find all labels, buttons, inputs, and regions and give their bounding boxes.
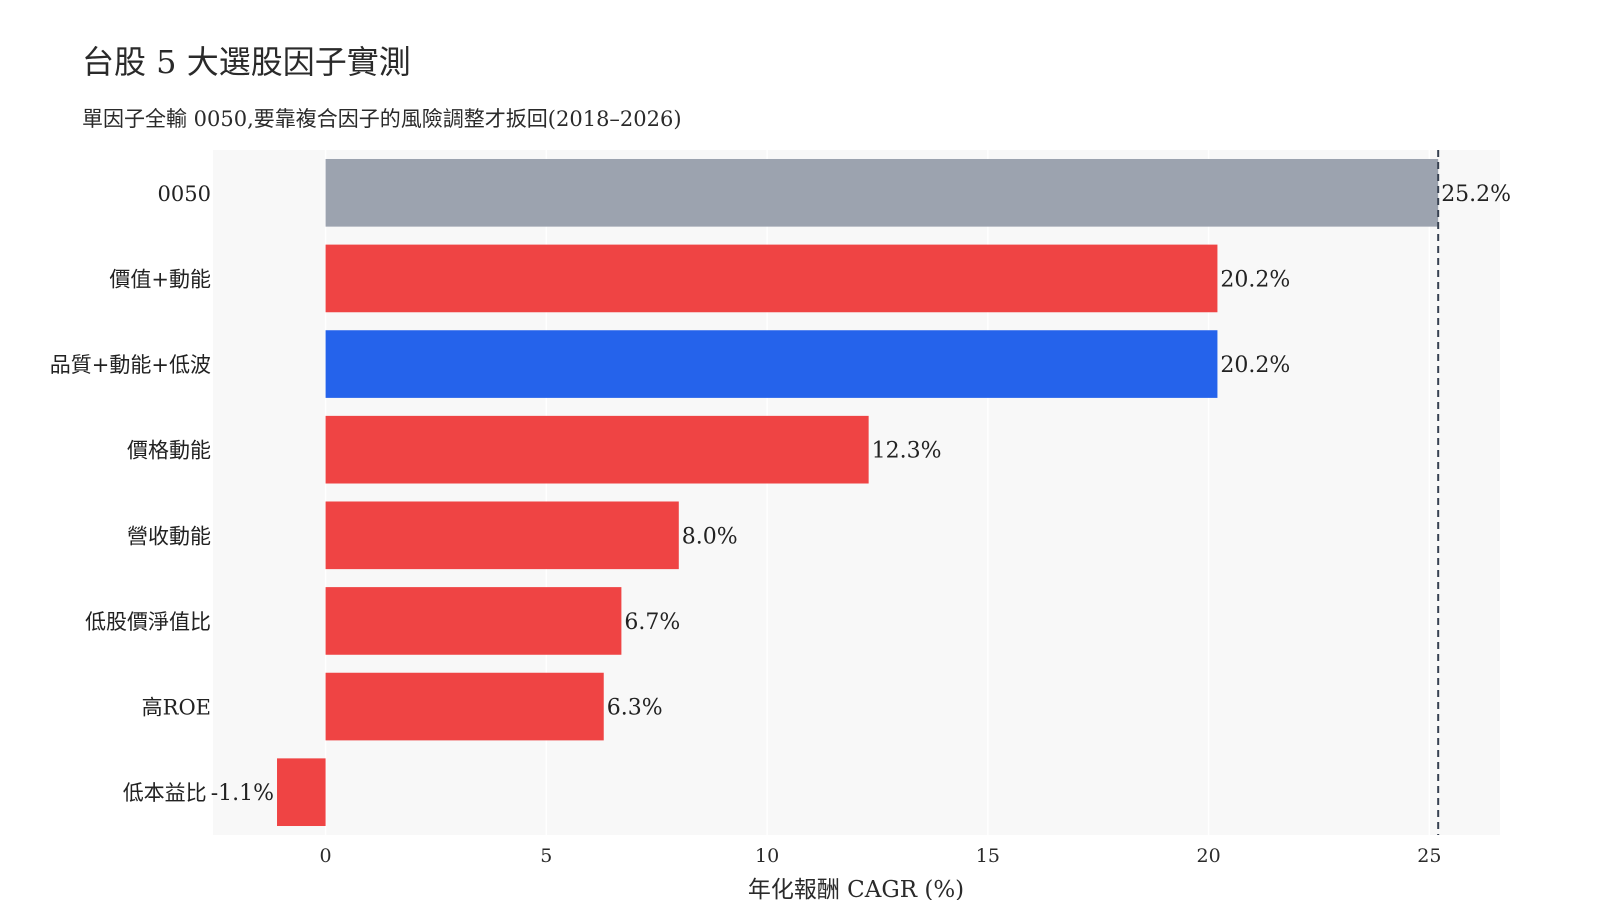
x-axis-title: 年化報酬 CAGR (%): [748, 877, 964, 900]
bar: [325, 501, 679, 570]
data-label: 25.2%: [1441, 182, 1511, 207]
x-axis-ticks: 0 5 10 15 20 25: [320, 845, 1442, 867]
data-label: 20.2%: [1220, 267, 1290, 292]
bar: [325, 672, 604, 741]
y-category-label: 品質+動能+低波: [50, 353, 211, 377]
y-category-label: 價值+動能: [109, 267, 211, 291]
y-category-label: 價格動能: [127, 439, 211, 463]
chart-subtitle: 單因子全輸 0050,要靠複合因子的風險調整才扳回(2018–2026): [82, 107, 682, 131]
x-tick-label: 5: [540, 845, 552, 867]
x-tick-label: 0: [320, 845, 332, 867]
bar: [325, 415, 869, 484]
x-tick-label: 10: [755, 845, 779, 867]
data-labels: 25.2% 20.2% 20.2% 12.3% 8.0% 6.7% 6.3% -1.1%: [211, 182, 1511, 806]
bar: [277, 758, 326, 827]
bar: [325, 158, 1439, 227]
data-label: 6.7%: [624, 610, 680, 635]
bars: [277, 158, 1439, 827]
x-tick-label: 15: [976, 845, 1000, 867]
bar: [325, 244, 1218, 313]
y-category-label: 低本益比: [123, 781, 207, 805]
y-category-label: 低股價淨值比: [85, 610, 211, 634]
data-label: 6.3%: [607, 696, 663, 721]
y-category-label: 0050: [158, 182, 211, 206]
data-label: 12.3%: [872, 439, 942, 464]
bar: [325, 330, 1218, 398]
x-tick-label: 25: [1417, 845, 1441, 867]
x-tick-label: 20: [1197, 845, 1221, 867]
data-label: -1.1%: [211, 781, 274, 806]
data-label: 8.0%: [682, 524, 738, 549]
bar: [325, 587, 622, 655]
data-label: 20.2%: [1220, 353, 1290, 378]
chart-title: 台股 5 大選股因子實測: [82, 43, 411, 81]
y-category-label: 營收動能: [127, 524, 211, 548]
y-category-label: 高ROE: [142, 696, 211, 720]
